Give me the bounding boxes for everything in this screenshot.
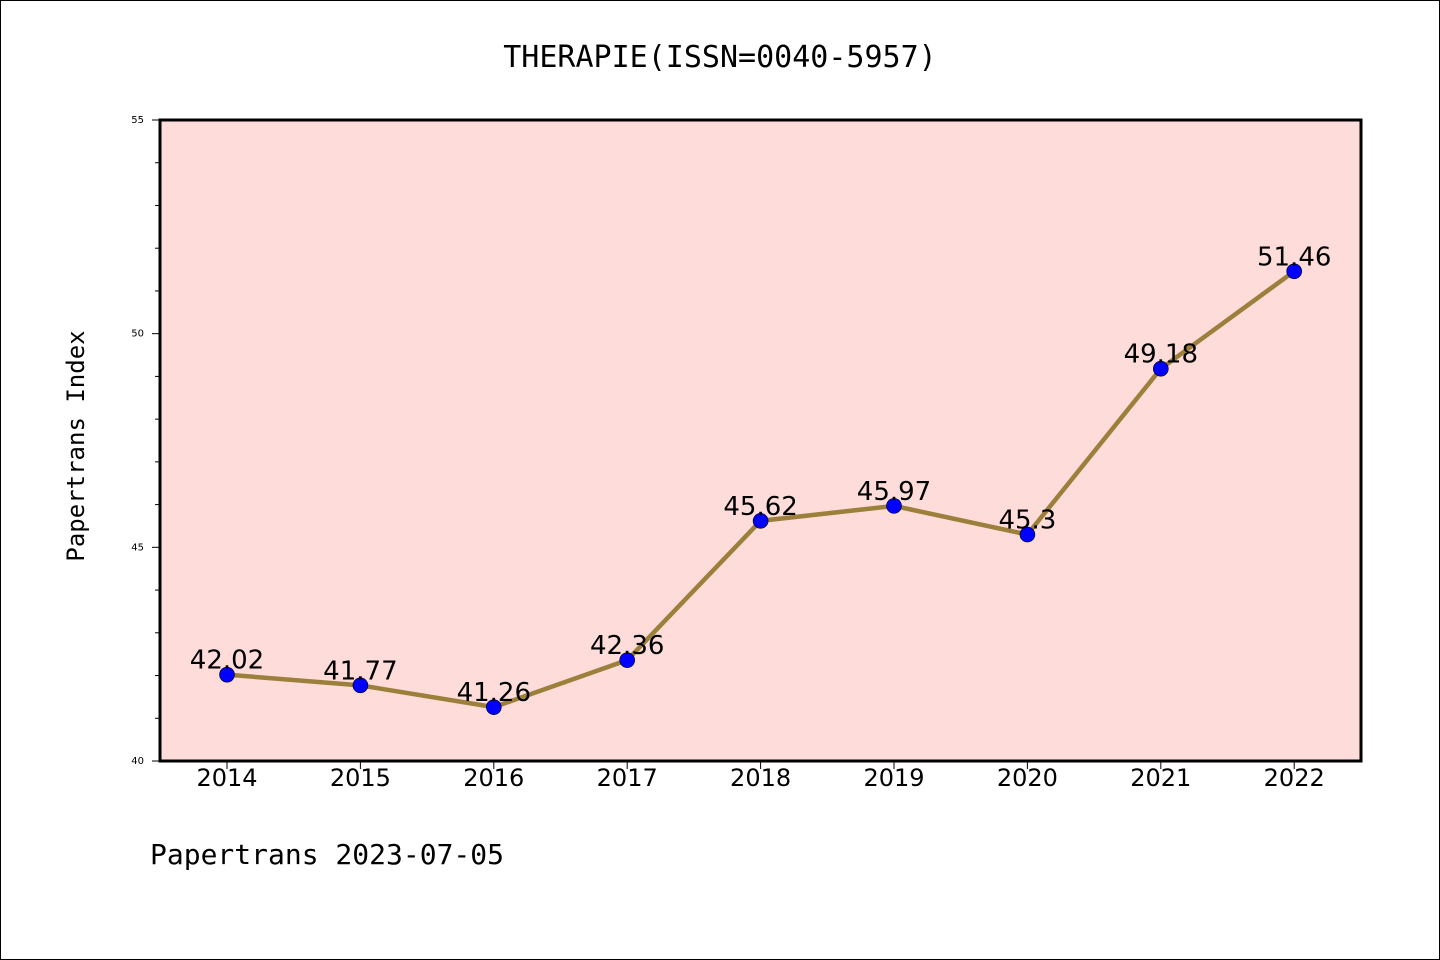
- data-point: [219, 666, 235, 683]
- y-axis-label: Papertrans Index: [62, 330, 90, 561]
- x-tick-label: 2021: [1130, 764, 1191, 792]
- x-tick-label: 2016: [463, 764, 524, 792]
- y-tick-label: 45: [131, 542, 144, 553]
- data-point: [352, 677, 369, 694]
- data-point: [619, 652, 636, 668]
- x-tick-label: 2014: [196, 764, 257, 792]
- data-label: 42.02: [190, 646, 264, 676]
- y-tick-label: 55: [131, 115, 144, 126]
- data-label-group: 42.02 41.77 41.26 42.36 45.62 45.97 45.3 49.18 5…: [190, 242, 1332, 708]
- data-point: [1019, 526, 1036, 543]
- x-axis: 2014 2015 2016 2017 2018 2019 2020 2021 2022: [196, 761, 1325, 792]
- data-label: 49.18: [1124, 340, 1198, 370]
- y-tick-label: 40: [131, 756, 144, 767]
- data-label: 51.46: [1257, 242, 1331, 272]
- footer-credit: Papertrans 2023-07-05: [150, 838, 504, 871]
- x-tick-label: 2019: [863, 764, 924, 792]
- data-label: 45.62: [723, 492, 797, 522]
- data-point: [485, 699, 502, 715]
- x-tick-label: 2017: [597, 764, 658, 792]
- y-axis: 40 45 50 55: [131, 115, 160, 767]
- data-label: 41.26: [457, 678, 531, 708]
- data-label: 45.3: [998, 506, 1056, 536]
- data-label: 41.77: [323, 656, 397, 686]
- data-label: 45.97: [857, 477, 931, 507]
- marker-group: [219, 263, 1302, 715]
- x-tick-label: 2022: [1264, 764, 1325, 792]
- y-tick-label: 50: [131, 329, 144, 340]
- x-tick-label: 2020: [997, 764, 1058, 792]
- data-label: 42.36: [590, 631, 664, 661]
- plot-area: [158, 118, 1363, 763]
- data-point: [1286, 263, 1302, 280]
- data-point: [886, 498, 902, 514]
- chart-title: THERAPIE(ISSN=0040-5957): [503, 40, 936, 75]
- data-point: [1153, 360, 1169, 377]
- data-point: [752, 513, 769, 529]
- x-tick-label: 2015: [330, 764, 391, 792]
- x-tick-label: 2018: [730, 764, 791, 792]
